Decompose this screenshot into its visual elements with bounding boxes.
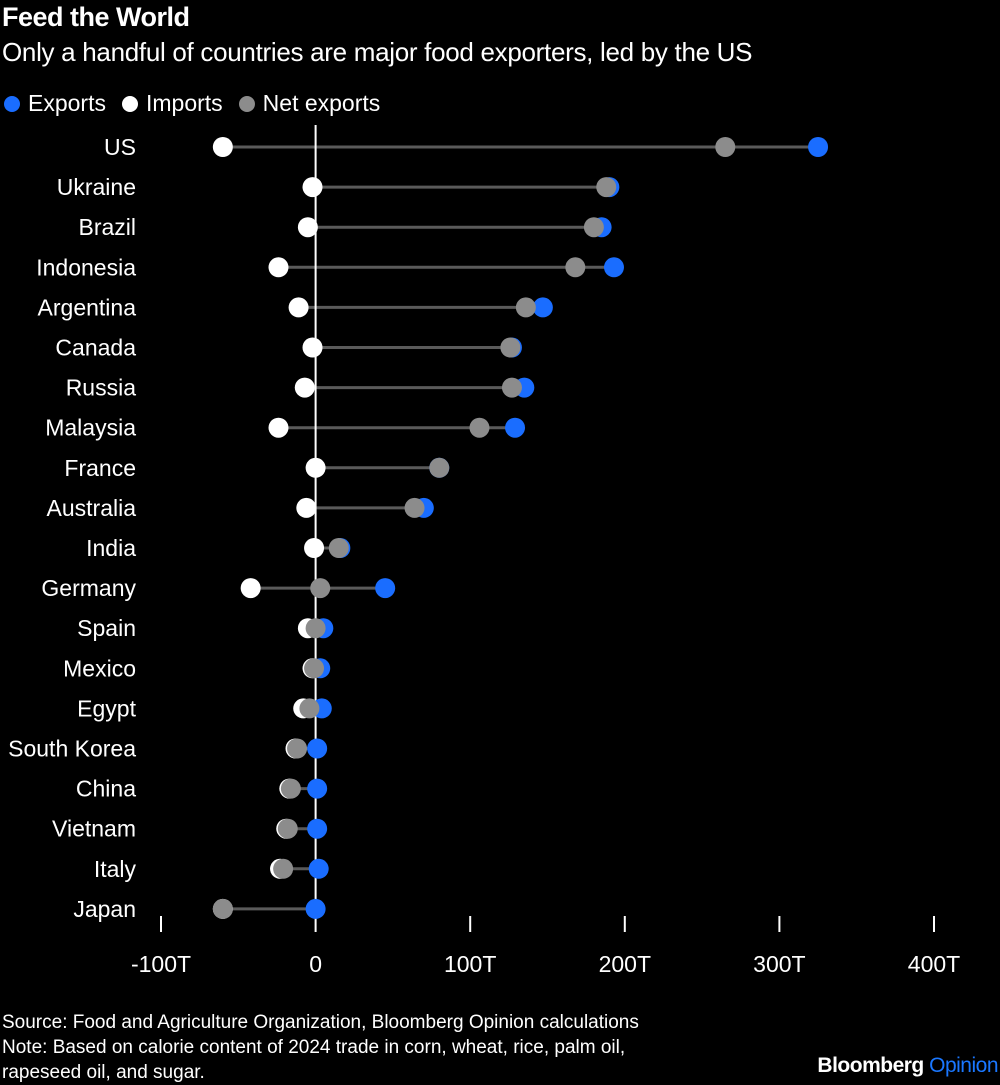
brand-section: Opinion — [929, 1054, 998, 1077]
exports-dot — [375, 578, 396, 599]
net-exports-dot — [500, 337, 521, 358]
category-label: Argentina — [38, 294, 137, 320]
category-label: Vietnam — [52, 816, 136, 842]
net-exports-dot — [304, 658, 325, 679]
exports-dot — [808, 137, 829, 157]
net-exports-dot — [299, 698, 320, 719]
imports-dot — [212, 137, 233, 157]
net-exports-dot — [404, 497, 425, 518]
x-tick-label: 300T — [753, 951, 805, 977]
exports-dot — [308, 858, 329, 879]
category-label: Australia — [47, 495, 137, 521]
net-exports-dot — [287, 738, 308, 759]
exports-dot — [307, 738, 328, 759]
chart-subtitle: Only a handful of countries are major fo… — [2, 37, 753, 67]
exports-dot — [307, 818, 328, 839]
net-exports-dot — [305, 618, 326, 639]
exports-dot — [532, 297, 553, 318]
category-label: Indonesia — [36, 254, 136, 280]
category-label: Germany — [41, 575, 136, 601]
legend-item-net: Net exports — [238, 90, 381, 117]
net-exports-dot — [273, 858, 294, 879]
x-tick-label: 200T — [599, 951, 651, 977]
x-tick-label: 100T — [444, 951, 496, 977]
legend-dot-net — [238, 95, 255, 112]
imports-dot — [297, 217, 318, 238]
note-line-2: rapeseed oil, and sugar. — [2, 1062, 205, 1083]
source-note: Source: Food and Agriculture Organizatio… — [2, 1012, 639, 1033]
legend-label-exports: Exports — [28, 90, 106, 116]
net-exports-dot — [596, 177, 617, 198]
imports-dot — [302, 177, 323, 198]
net-exports-dot — [469, 417, 490, 438]
category-label: Egypt — [77, 695, 136, 721]
category-label: China — [76, 776, 136, 802]
category-label: US — [104, 134, 136, 160]
imports-dot — [268, 417, 289, 438]
net-exports-dot — [328, 538, 349, 558]
net-exports-dot — [310, 578, 331, 599]
legend-label-net: Net exports — [262, 90, 381, 116]
net-exports-dot — [565, 257, 586, 278]
footer: Source: Food and Agriculture Organizatio… — [2, 1010, 639, 1085]
imports-dot — [304, 538, 325, 558]
imports-dot — [268, 257, 289, 278]
net-exports-dot — [429, 457, 450, 478]
category-label: South Korea — [8, 736, 136, 762]
exports-dot — [603, 257, 624, 278]
net-exports-dot — [515, 297, 536, 318]
category-label: Malaysia — [45, 415, 136, 441]
imports-dot — [302, 337, 323, 358]
category-label: France — [64, 455, 136, 481]
legend: Exports Imports Net exports — [4, 90, 396, 117]
brand-logo: Bloomberg Opinion — [817, 1054, 998, 1078]
net-exports-dot — [583, 217, 604, 238]
net-exports-dot — [501, 377, 522, 398]
legend-dot-imports — [121, 95, 138, 112]
chart-title: Feed the World — [2, 2, 190, 32]
category-label: Japan — [73, 896, 136, 922]
imports-dot — [305, 457, 326, 478]
x-tick-label: 0 — [309, 951, 322, 977]
net-exports-dot — [715, 137, 736, 157]
brand-name: Bloomberg — [817, 1054, 924, 1077]
imports-dot — [240, 578, 261, 599]
category-label: Spain — [77, 615, 136, 641]
category-label: Brazil — [78, 214, 136, 240]
category-label: Russia — [66, 375, 137, 401]
legend-item-exports: Exports — [4, 90, 106, 117]
legend-dot-exports — [4, 95, 20, 112]
dot-plot-chart: -100T 0 100T 200T 300T 400T US Ukraine Brazil Ind… — [8, 125, 960, 977]
imports-dot — [296, 497, 317, 518]
net-exports-dot — [280, 778, 301, 799]
net-exports-dot — [277, 818, 298, 839]
category-label: Canada — [55, 335, 136, 361]
category-label: Mexico — [63, 655, 136, 681]
x-tick-label: -100T — [131, 951, 191, 977]
exports-dot — [505, 417, 526, 438]
imports-dot — [294, 377, 315, 398]
net-exports-dot — [212, 898, 233, 919]
category-label: India — [86, 535, 136, 561]
note-line-1: Note: Based on calorie content of 2024 t… — [2, 1037, 626, 1058]
category-label: Italy — [94, 856, 137, 882]
imports-dot — [288, 297, 309, 318]
category-label: Ukraine — [57, 174, 136, 200]
x-tick-label: 400T — [908, 951, 960, 977]
legend-item-imports: Imports — [121, 90, 223, 117]
legend-label-imports: Imports — [145, 90, 223, 116]
exports-dot — [307, 778, 328, 799]
exports-dot — [305, 898, 326, 919]
